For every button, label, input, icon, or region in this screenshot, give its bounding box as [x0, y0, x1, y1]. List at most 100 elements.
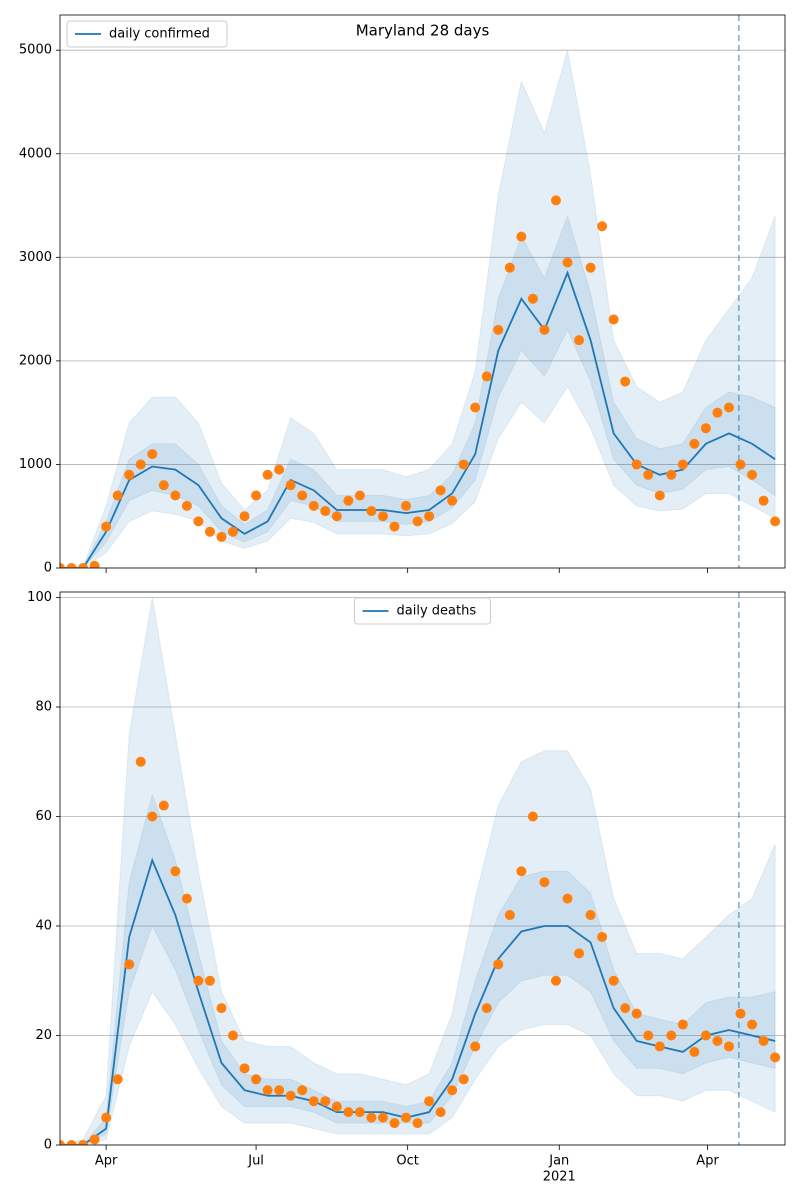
point — [389, 1118, 400, 1129]
point — [89, 1134, 100, 1145]
point — [735, 1008, 746, 1019]
point — [377, 1112, 388, 1123]
point — [747, 469, 758, 480]
point — [747, 1019, 758, 1030]
x-tick-label: Apr — [696, 1154, 719, 1169]
y-tick-label: 5000 — [19, 43, 52, 58]
point — [147, 811, 158, 822]
point — [666, 469, 677, 480]
point — [458, 459, 469, 470]
point — [666, 1030, 677, 1041]
point — [539, 324, 550, 335]
point — [597, 221, 608, 232]
point — [193, 516, 204, 527]
point — [262, 1085, 273, 1096]
x-tick-label: Oct — [396, 1154, 418, 1169]
point — [124, 469, 135, 480]
y-tick-label: 100 — [27, 590, 52, 605]
point — [170, 866, 181, 877]
plot-area — [60, 592, 785, 1145]
point — [366, 1112, 377, 1123]
legend-label: daily deaths — [397, 604, 477, 619]
point — [343, 495, 354, 506]
point — [585, 910, 596, 921]
point — [562, 257, 573, 268]
point — [274, 464, 285, 475]
point — [620, 1003, 631, 1014]
point — [343, 1107, 354, 1118]
y-tick-label: 4000 — [19, 146, 52, 161]
point — [620, 376, 631, 387]
point — [216, 1003, 227, 1014]
point — [239, 511, 250, 522]
point — [458, 1074, 469, 1085]
point — [320, 506, 331, 517]
point — [112, 1074, 123, 1085]
point — [700, 1030, 711, 1041]
point — [516, 866, 527, 877]
point — [193, 975, 204, 986]
point — [366, 506, 377, 517]
point — [135, 756, 146, 767]
point — [135, 459, 146, 470]
point — [527, 811, 538, 822]
x-tick-label: Apr — [95, 1154, 118, 1169]
point — [435, 485, 446, 496]
legend-box — [354, 597, 491, 625]
point — [147, 449, 158, 460]
y-tick-label: 0 — [44, 561, 52, 576]
point — [204, 975, 215, 986]
point — [643, 1030, 654, 1041]
point — [401, 500, 412, 511]
point — [158, 480, 169, 491]
point — [735, 459, 746, 470]
point — [723, 1041, 734, 1052]
point — [66, 1140, 77, 1145]
point — [758, 1035, 769, 1046]
point — [354, 490, 365, 501]
point — [216, 531, 227, 542]
point — [239, 1063, 250, 1074]
point — [181, 893, 192, 904]
point — [631, 1008, 642, 1019]
point — [770, 516, 781, 527]
point — [770, 1052, 781, 1063]
point — [608, 314, 619, 325]
y-tick-label: 2000 — [19, 353, 52, 368]
point — [504, 910, 515, 921]
point — [574, 948, 585, 959]
band — [60, 597, 776, 1145]
point — [389, 521, 400, 532]
point — [424, 1096, 435, 1107]
point — [677, 1019, 688, 1030]
point — [516, 231, 527, 242]
point — [170, 490, 181, 501]
point — [101, 1112, 112, 1123]
point — [447, 1085, 458, 1096]
y-tick-label: 80 — [35, 699, 52, 714]
x-tick-label: Jan — [548, 1154, 569, 1169]
point — [585, 262, 596, 273]
band — [60, 214, 776, 568]
point — [331, 1101, 342, 1112]
y-tick-label: 3000 — [19, 250, 52, 265]
band — [60, 50, 776, 568]
point — [597, 931, 608, 942]
point — [493, 324, 504, 335]
x-tick-label: Jul — [247, 1154, 264, 1169]
axes-frame — [59, 591, 786, 1146]
point — [320, 1096, 331, 1107]
point — [412, 1118, 423, 1129]
point — [550, 195, 561, 206]
point — [228, 1030, 239, 1041]
point — [677, 459, 688, 470]
point — [435, 1107, 446, 1118]
point — [424, 511, 435, 522]
point — [758, 495, 769, 506]
point — [574, 335, 585, 346]
y-tick-label: 20 — [35, 1028, 52, 1043]
point — [712, 407, 723, 418]
point — [285, 1090, 296, 1101]
